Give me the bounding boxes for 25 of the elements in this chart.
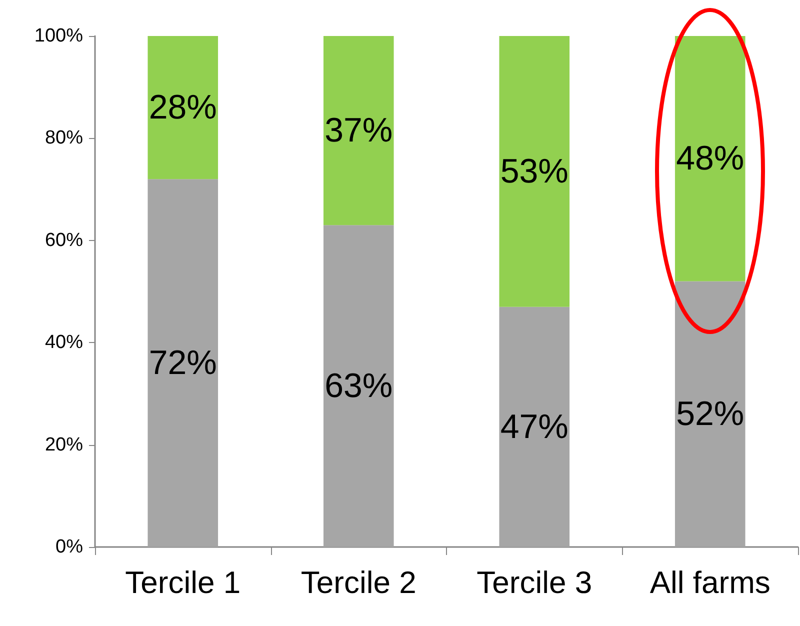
x-tick-label: Tercile 2 <box>300 565 416 600</box>
data-label: 72% <box>148 344 217 382</box>
data-label: 28% <box>148 88 217 127</box>
y-tick-label: 60% <box>44 230 84 251</box>
x-tick-label: All farms <box>650 565 770 600</box>
data-label: 63% <box>324 367 393 406</box>
y-tick-label: 40% <box>44 332 84 354</box>
data-label: 48% <box>676 140 744 178</box>
bar <box>148 36 218 180</box>
bar <box>499 36 570 307</box>
bar <box>674 36 746 282</box>
data-label: 53% <box>500 152 568 190</box>
data-label: 37% <box>324 112 393 150</box>
y-tick-label: 0% <box>56 536 84 558</box>
data-label: 52% <box>676 395 744 434</box>
bar <box>499 306 570 547</box>
x-tick-label: Tercile 3 <box>476 565 592 600</box>
y-tick-label: 80% <box>44 128 84 149</box>
data-label: 47% <box>500 408 568 446</box>
bar <box>323 36 394 226</box>
bar <box>148 179 218 547</box>
x-tick-label: Tercile 1 <box>125 565 241 600</box>
y-tick-label: 20% <box>44 434 84 456</box>
bar <box>323 225 394 547</box>
y-tick-label: 100% <box>34 26 84 46</box>
